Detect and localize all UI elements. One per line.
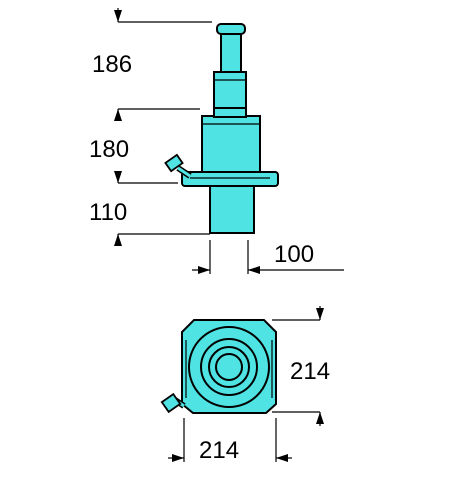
top-view: 214 214	[160, 306, 330, 464]
dimension-depth: 214	[290, 358, 330, 385]
top-valve-knob	[160, 392, 186, 414]
top-ram	[220, 33, 242, 73]
width-dimension-lines	[168, 418, 292, 462]
dimension-width: 214	[199, 437, 239, 464]
vertical-dimension-lines	[114, 8, 212, 246]
ram-outer-circle	[200, 338, 258, 396]
jack-side-body	[164, 23, 279, 234]
valve-knob	[164, 153, 192, 179]
dimension-top-section: 186	[92, 51, 132, 78]
middle-ram	[213, 71, 247, 109]
top-cap	[216, 23, 246, 35]
side-view: 186 180 110	[89, 8, 344, 274]
ram-middle-circle	[208, 346, 250, 388]
horizontal-dimension-shaft	[192, 240, 344, 274]
flange-plate	[181, 171, 279, 187]
depth-dimension-lines	[272, 306, 324, 426]
dimension-middle-section: 180	[89, 136, 129, 163]
dimension-bottom-section: 110	[89, 199, 127, 226]
dimension-shaft-offset: 100	[274, 241, 314, 268]
ram-inner-circle	[215, 353, 243, 381]
bottom-shaft	[209, 184, 255, 234]
main-housing	[201, 115, 261, 173]
